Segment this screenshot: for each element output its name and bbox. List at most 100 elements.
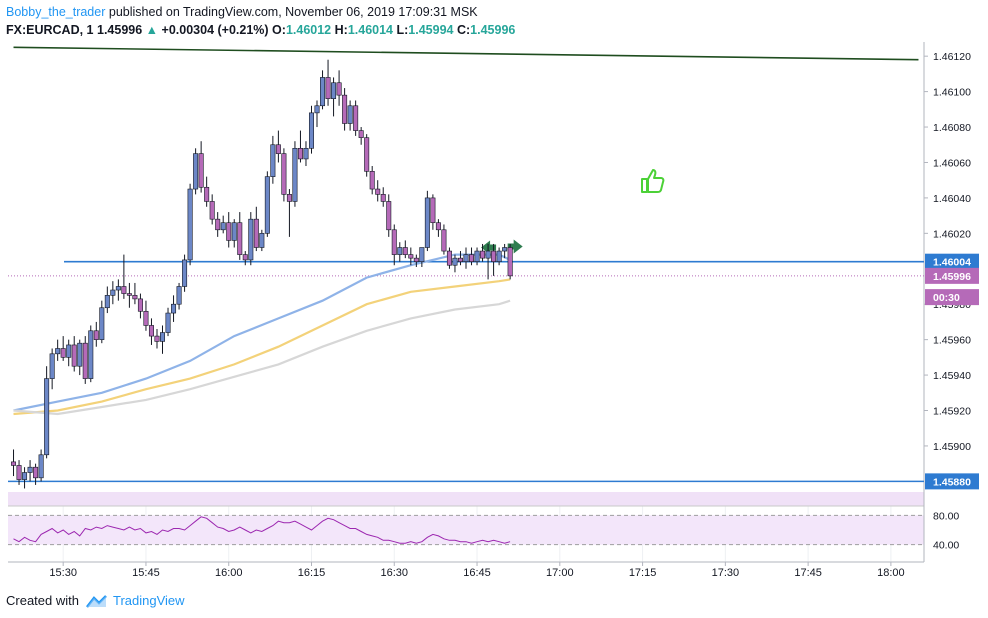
publish-info: Bobby_the_trader published on TradingVie…	[6, 5, 478, 19]
candle-body	[419, 247, 425, 262]
candle-body	[171, 303, 177, 314]
thumbs-up-icon	[641, 169, 665, 193]
time-tick-label: 15:45	[132, 567, 160, 579]
candle-body	[424, 197, 430, 248]
candle-body	[292, 147, 298, 202]
candle-body	[408, 254, 414, 259]
last-price: 1.45996	[97, 23, 143, 37]
price-tick-label: 1.46060	[933, 157, 971, 169]
thumbs-up-shape	[641, 169, 665, 193]
candle-body	[110, 289, 116, 296]
candle-body	[132, 295, 138, 300]
price-label-tag	[925, 253, 979, 270]
price-tick-label: 1.46020	[933, 228, 971, 240]
candle-body	[55, 348, 61, 355]
candle-body	[413, 257, 419, 262]
rsi-line	[13, 516, 511, 544]
price-label-text: 1.45880	[933, 476, 971, 488]
candle-body	[264, 176, 270, 234]
candle-body	[209, 201, 215, 220]
candle-body	[220, 222, 226, 231]
candle-body	[259, 233, 265, 248]
time-tick-label: 15:30	[49, 567, 77, 579]
candle-body	[397, 247, 403, 255]
candle-body	[430, 197, 436, 224]
candle-body	[452, 257, 458, 266]
candle-body	[286, 194, 292, 202]
high-value: 1.46014	[347, 23, 393, 37]
candle-body	[480, 250, 486, 259]
created-with-text: Created with	[6, 593, 79, 608]
price-tick-label: 1.46040	[933, 193, 971, 205]
rsi-level-label: 80.00	[933, 510, 959, 522]
candle-body	[281, 153, 287, 195]
tradingview-brand-link[interactable]: TradingView	[113, 593, 185, 608]
candle-body	[507, 247, 513, 277]
candle-body	[325, 77, 331, 99]
candle-body	[11, 461, 17, 466]
candle-body	[380, 194, 386, 202]
candle-body	[226, 222, 232, 241]
candle-body	[93, 330, 99, 340]
candle-body	[297, 147, 303, 160]
candle-body	[22, 472, 28, 480]
candle-body	[342, 94, 348, 124]
candle-body	[16, 465, 22, 480]
candle-body	[137, 298, 143, 312]
ma-mid-line	[13, 278, 511, 416]
price-label-text: 1.45996	[933, 271, 971, 283]
price-label-tag	[925, 473, 979, 490]
candle-body	[121, 286, 127, 294]
candle-body	[270, 144, 276, 177]
candle-body	[446, 250, 452, 266]
candle-body	[38, 454, 44, 479]
candle-body	[198, 153, 204, 188]
candle-body	[49, 353, 55, 379]
open-value: 1.46012	[285, 23, 332, 37]
candle-body	[154, 335, 160, 342]
candle-body	[358, 130, 364, 138]
candle-body	[33, 466, 39, 479]
price-tick-label: 1.46080	[933, 122, 971, 134]
candle-body	[71, 344, 77, 367]
candle-body	[275, 144, 281, 154]
footer: Created with TradingView	[6, 593, 185, 609]
candle-body	[242, 254, 248, 261]
up-arrow-icon: ▲	[145, 23, 159, 37]
candle-body	[60, 348, 66, 358]
candle-body	[176, 286, 182, 305]
publish-text: published on TradingView.com, November 0…	[108, 5, 478, 19]
candle-body	[457, 257, 463, 262]
volume-band	[8, 492, 924, 506]
candle-body	[435, 222, 441, 231]
time-tick-label: 17:00	[546, 567, 574, 579]
candle-body	[115, 286, 121, 291]
candle-body	[148, 325, 154, 337]
arrow-left-icon	[507, 239, 523, 254]
candle-body	[193, 153, 199, 190]
candle-body	[391, 229, 397, 255]
candle-body	[82, 342, 88, 379]
candle-body	[187, 188, 193, 261]
candle-body	[502, 247, 508, 252]
chart-panes	[8, 42, 925, 563]
candle-body	[496, 250, 502, 262]
candle-body	[104, 295, 110, 309]
author-name[interactable]: Bobby_the_trader	[6, 5, 106, 19]
candle-body	[336, 82, 342, 96]
time-tick-label: 16:30	[380, 567, 408, 579]
low-label: L:	[396, 23, 409, 37]
price-tick-label: 1.45920	[933, 406, 971, 418]
price-label-tag	[925, 289, 979, 306]
candle-body	[491, 250, 497, 262]
candle-body	[303, 147, 309, 160]
time-tick-label: 17:15	[629, 567, 657, 579]
candle-body	[204, 186, 210, 202]
open-label: O:	[272, 23, 286, 37]
candle-body	[369, 171, 375, 190]
close-value: 1.45996	[470, 23, 516, 37]
time-tick-label: 17:45	[794, 567, 822, 579]
candle-body	[44, 378, 50, 456]
candle-body	[66, 344, 72, 358]
